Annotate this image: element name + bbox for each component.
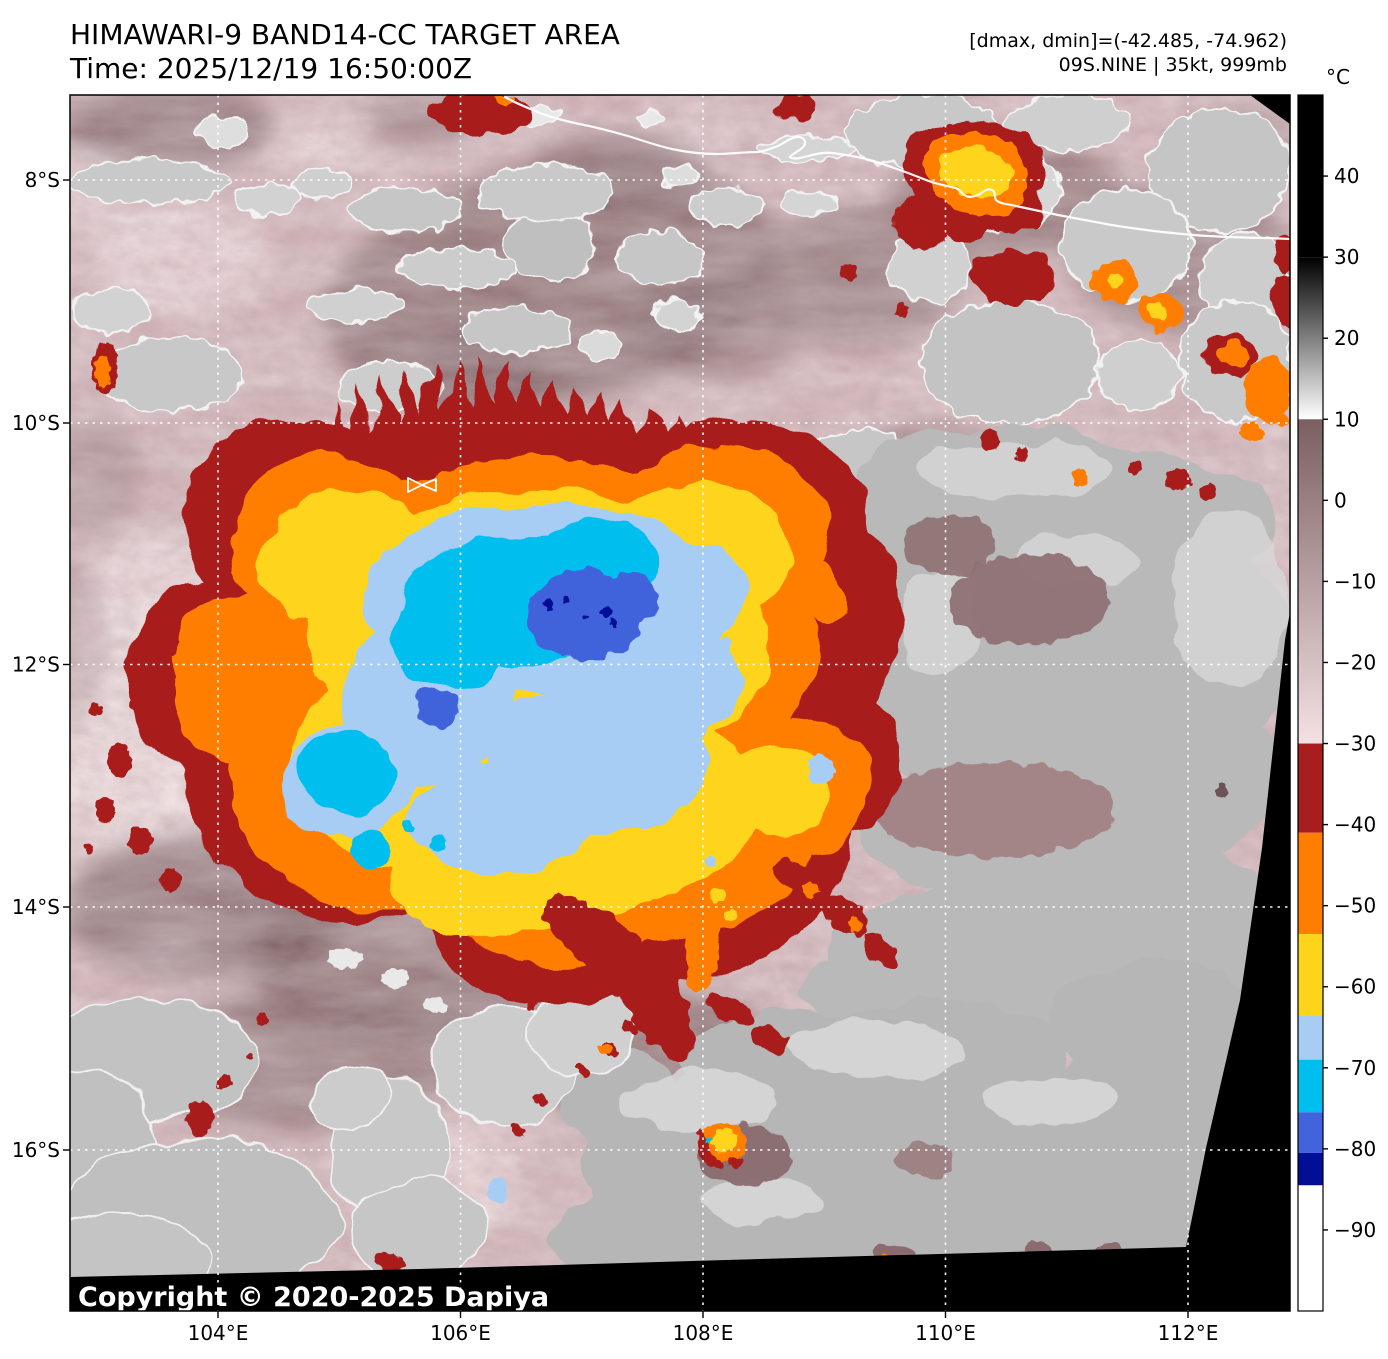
colorbar-tick-label: −40 [1334, 813, 1376, 837]
colorbar-tick-label: −20 [1334, 650, 1376, 674]
colorbar-tick-label: −50 [1334, 894, 1376, 918]
coastline-java [503, 95, 1290, 241]
copyright-text: Copyright © 2020-2025 Dapiya [78, 1282, 549, 1313]
dmax-marker [407, 477, 437, 493]
lon-tick-label: 112°E [1158, 1321, 1219, 1345]
cyclone-cold-cloud-shield [85, 358, 900, 1204]
map-border [69, 94, 1291, 1312]
colorbar-segment [1298, 419, 1323, 744]
colorbar-unit: °C [1326, 65, 1350, 89]
lon-tick-label: 110°E [915, 1321, 976, 1345]
axis-ticks [63, 179, 1189, 1318]
isolated-cell-16S [697, 1123, 747, 1168]
colorbar-tick-label: −70 [1334, 1056, 1376, 1080]
large-cloud-mass-south [550, 960, 1270, 1290]
colorbar-segment [1298, 934, 1323, 1016]
lat-tick-label: 12°S [12, 653, 60, 677]
dmax-dmin-readout: [dmax, dmin]=(-42.485, -74.962) [969, 30, 1287, 52]
colorbar-ticks: 40 30 20 10 0 −10 −20 −30 −40 −50 −60 −70 −80 −90 [1323, 164, 1376, 1242]
colorbar-segment [1298, 95, 1323, 258]
cyan-specks [402, 820, 446, 852]
colorbar-segment [1298, 1059, 1323, 1113]
colorbar-segment [1298, 743, 1323, 833]
colorbar-tick-label: 0 [1334, 488, 1347, 512]
lat-tick-label: 10°S [12, 411, 60, 435]
cyclone-navy-minima [542, 594, 617, 627]
storm-info: 09S.NINE | 35kt, 999mb [1059, 54, 1287, 76]
lat-axis-labels: 8°S 10°S 12°S 14°S 16°S [12, 168, 60, 1162]
page-title: HIMAWARI-9 BAND14-CC TARGET AREA [70, 18, 620, 51]
colorbar-tick-label: 30 [1334, 245, 1359, 269]
cloud-masses-southwest [70, 989, 636, 1311]
lon-tick-label: 104°E [188, 1321, 249, 1345]
colorbar-segment [1298, 1015, 1323, 1060]
west-fringe-speckles [85, 620, 180, 892]
lon-axis-labels: 104°E 106°E 108°E 110°E 112°E [188, 1321, 1219, 1345]
colorbar-segment [1298, 1112, 1323, 1153]
colorbar-tick-label: 40 [1334, 164, 1359, 188]
colorbar-tick-label: 10 [1334, 407, 1359, 431]
colorbar-segment [1298, 1152, 1323, 1186]
colorbar-tick-label: −90 [1334, 1218, 1376, 1242]
lon-tick-label: 108°E [673, 1321, 734, 1345]
colorbar-tick-label: −60 [1334, 975, 1376, 999]
lightblue-specks [488, 557, 834, 1204]
lat-tick-label: 14°S [12, 895, 60, 919]
grid-lines [70, 95, 1290, 1311]
convective-cells [92, 95, 1290, 797]
colorbar-segments [1298, 95, 1323, 1311]
colorbar-segment [1298, 1185, 1323, 1311]
colorbar-tick-label: 20 [1334, 326, 1359, 350]
colorbar-segment [1298, 832, 1323, 935]
timestamp: Time: 2025/12/19 16:50:00Z [69, 52, 472, 85]
colorbar-tick-label: −10 [1334, 569, 1376, 593]
colorbar: °C 40 30 20 10 0 −10 −20 −30 −40 −50 −60 −70 −80 −90 [1297, 65, 1376, 1312]
trailing-rainband [186, 860, 899, 1271]
small-cells [92, 263, 1290, 797]
colorbar-segment [1298, 257, 1323, 420]
lat-tick-label: 16°S [12, 1138, 60, 1162]
colorbar-tick-label: −80 [1334, 1137, 1376, 1161]
colorbar-border [1297, 94, 1324, 1312]
lat-tick-label: 8°S [25, 168, 60, 192]
scan-void [70, 95, 1290, 1311]
colorbar-tick-label: −30 [1334, 732, 1376, 756]
small-cloud-flecks [231, 753, 447, 1013]
lon-tick-label: 106°E [430, 1321, 491, 1345]
satellite-image: Copyright © 2020-2025 Dapiya [70, 95, 1290, 1313]
